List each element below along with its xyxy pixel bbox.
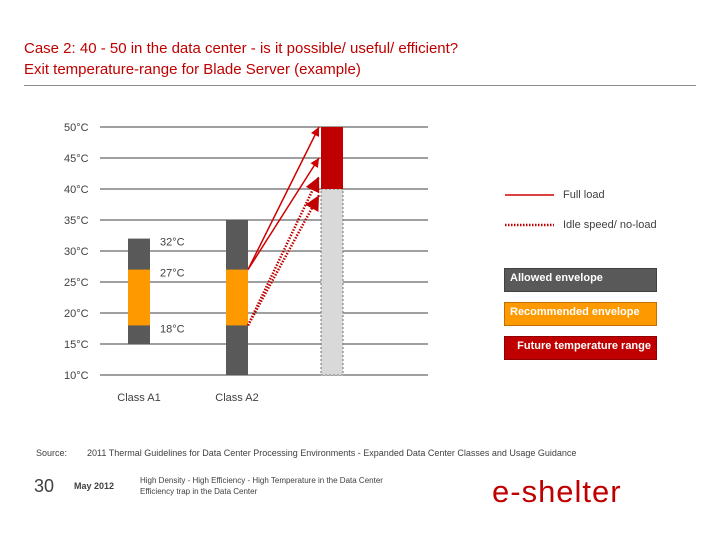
y-tick-label: 10°C — [64, 370, 89, 382]
legend-allowed-envelope: Allowed envelope — [504, 268, 657, 292]
y-tick-label: 30°C — [64, 246, 89, 258]
arrow-full-load — [247, 126, 320, 270]
arrow-idle — [246, 194, 321, 326]
value-annotation: 32°C — [160, 237, 185, 249]
bar-recommended — [226, 269, 248, 326]
e-shelter-logo: e-shelter — [492, 474, 622, 509]
value-annotation: 27°C — [160, 268, 185, 280]
page-number: 30 — [34, 476, 55, 496]
source-text: 2011 Thermal Guidelines for Data Center … — [87, 448, 577, 458]
legend-recommended-envelope: Recommended envelope — [504, 302, 657, 326]
legend-idle-label: Idle speed/ no-load — [563, 219, 657, 231]
y-tick-label: 40°C — [64, 184, 89, 196]
bar-recommended — [128, 269, 150, 326]
y-tick-label: 50°C — [64, 122, 89, 134]
x-category-label: Class A2 — [215, 392, 258, 404]
footer-date: May 2012 — [74, 481, 115, 491]
legend-future-range: Future temperature range — [504, 336, 657, 360]
y-tick-label: 35°C — [64, 215, 89, 227]
page-title: Case 2: 40 - 50 in the data center - is … — [24, 40, 459, 57]
footer-line-2: Efficiency trap in the Data Center — [140, 487, 258, 496]
arrow-idle — [246, 176, 321, 326]
y-tick-label: 15°C — [64, 339, 89, 351]
title-divider — [24, 85, 696, 86]
arrow-full-load — [247, 157, 320, 271]
source-label: Source: — [36, 448, 68, 458]
y-tick-label: 45°C — [64, 153, 89, 165]
bar-allowed — [320, 188, 344, 376]
y-tick-label: 25°C — [64, 277, 89, 289]
bar-future — [321, 127, 343, 189]
page-subtitle: Exit temperature-range for Blade Server … — [24, 61, 361, 78]
value-annotation: 18°C — [160, 323, 185, 335]
x-category-label: Class A1 — [117, 392, 160, 404]
footer-line-1: High Density - High Efficiency - High Te… — [140, 476, 383, 485]
y-tick-label: 20°C — [64, 308, 89, 320]
legend-full-load-label: Full load — [563, 189, 605, 201]
